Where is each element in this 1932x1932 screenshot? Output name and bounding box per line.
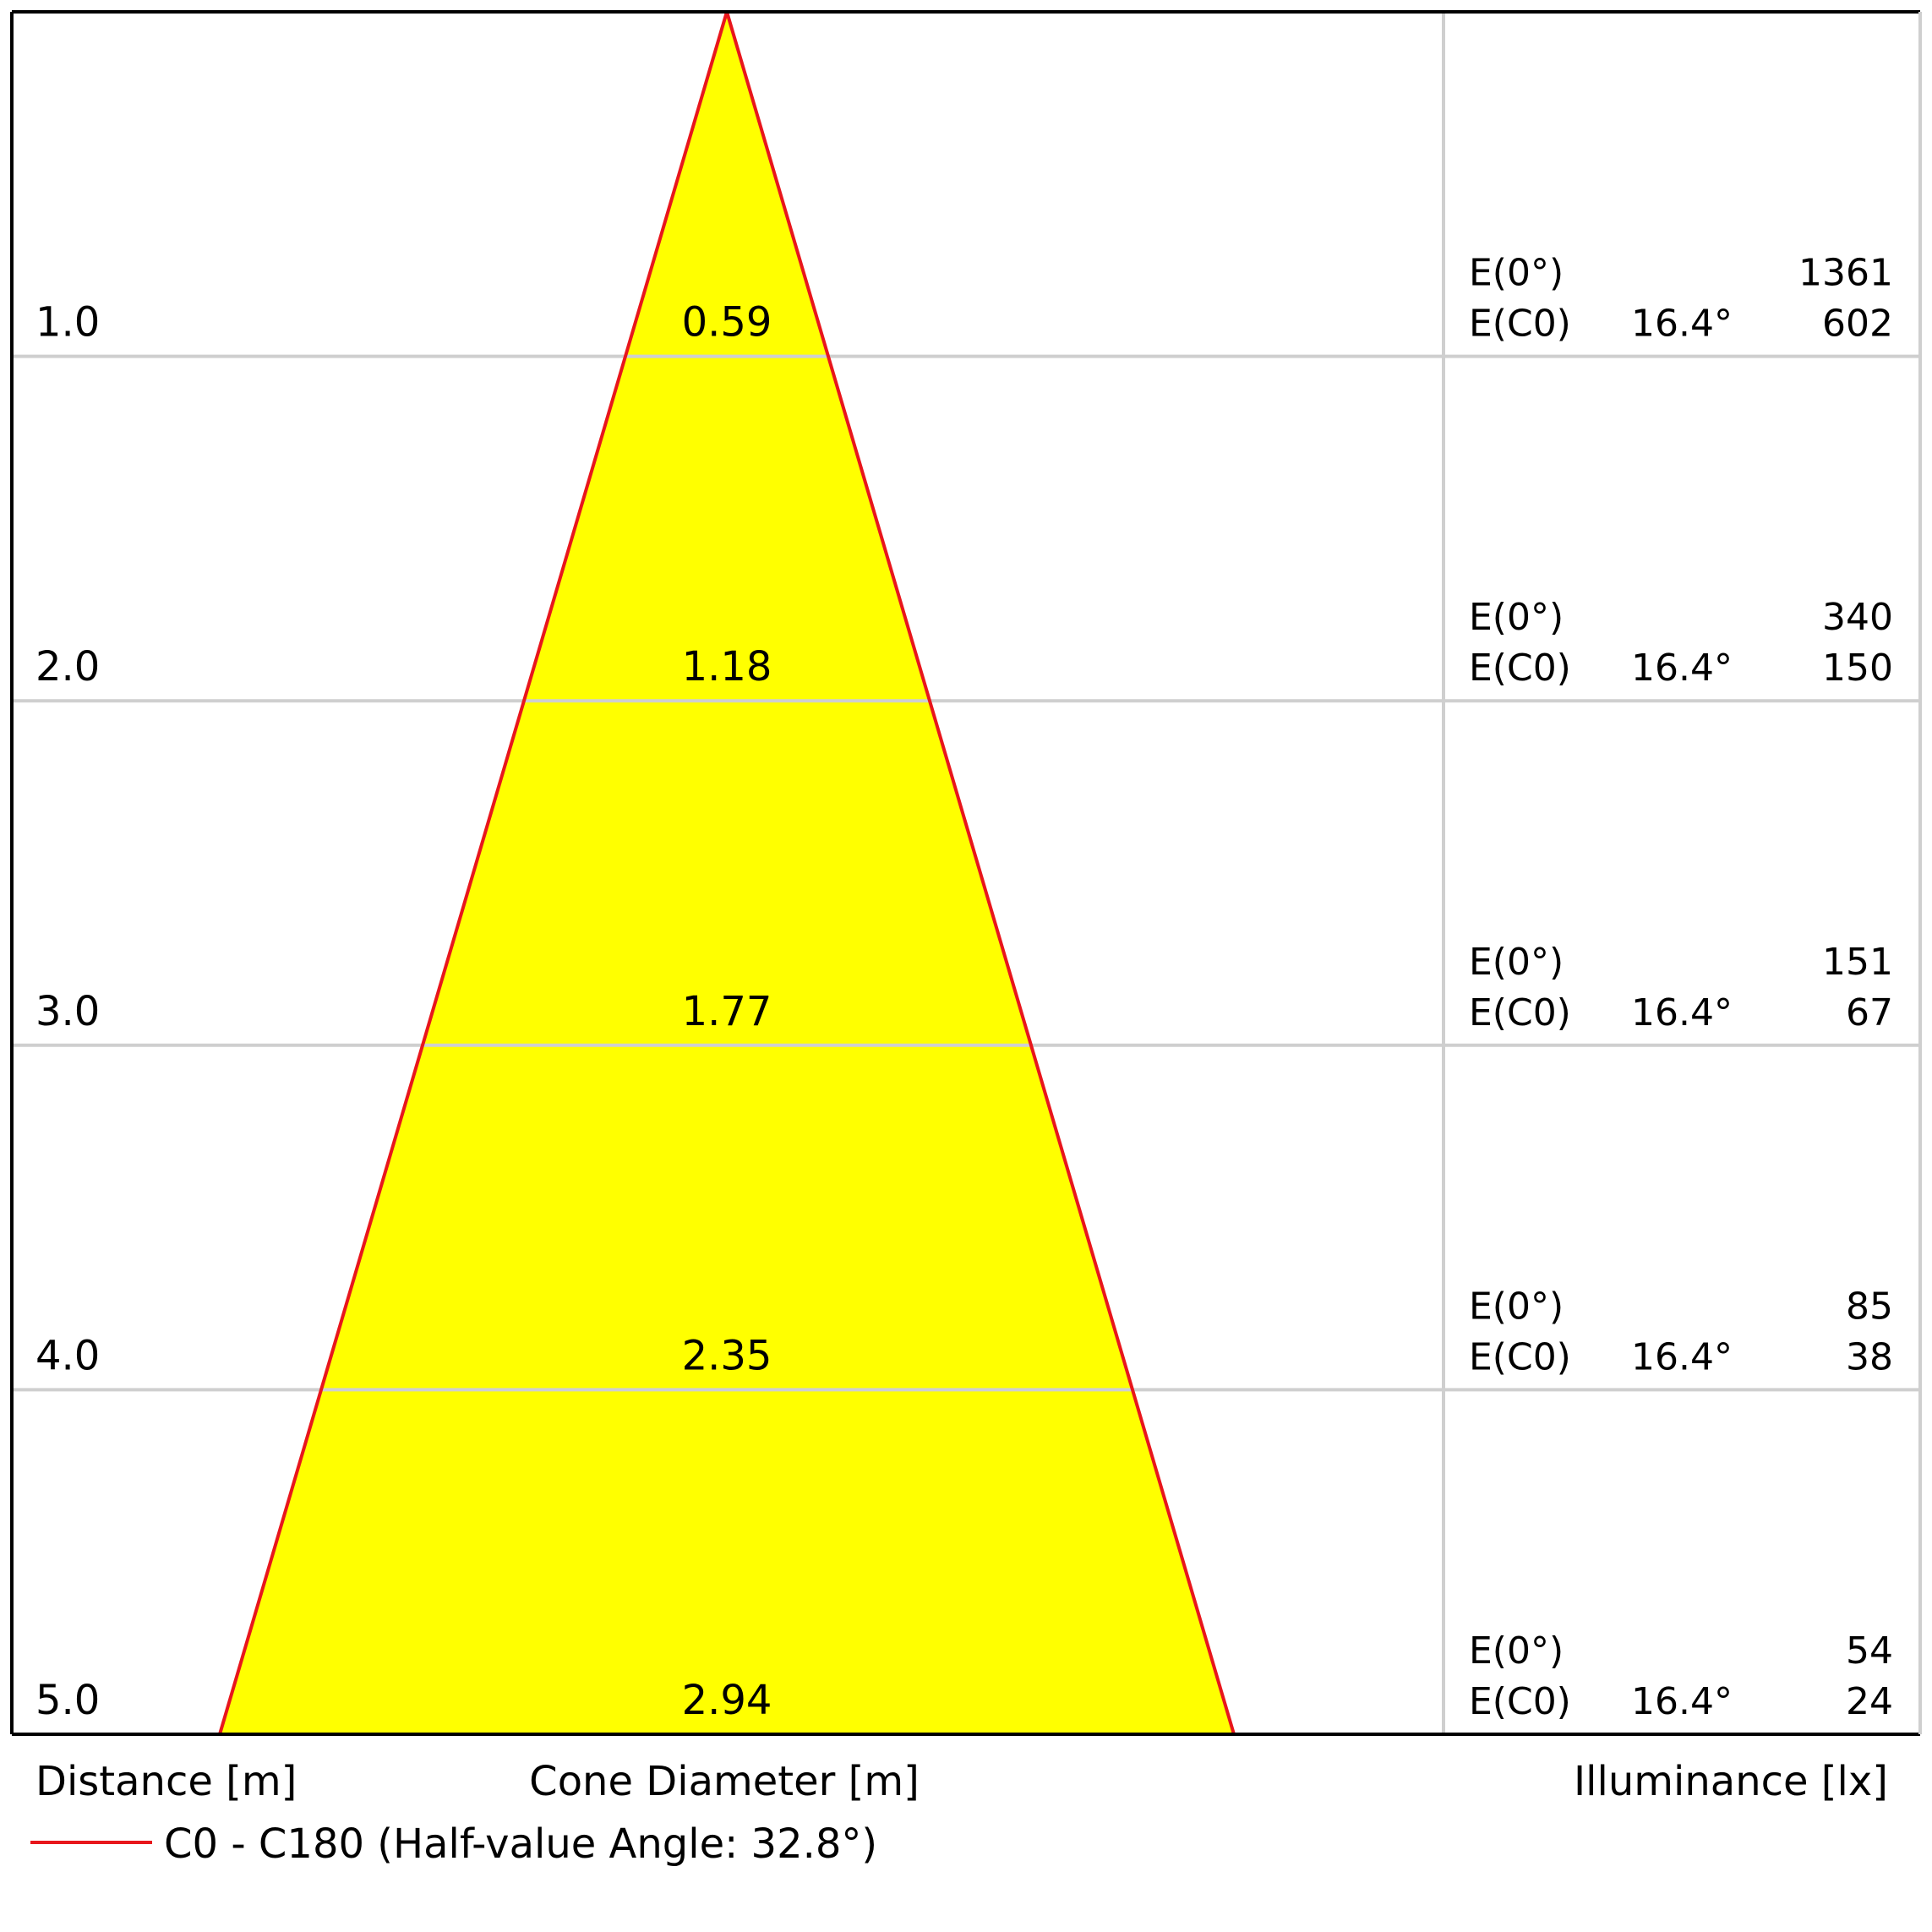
center-axis-label: Cone Diameter [m]: [529, 1758, 920, 1805]
e0-label: E(0°): [1469, 1629, 1564, 1673]
ec-value: 150: [1822, 647, 1893, 690]
ec-label: E(C0): [1469, 303, 1571, 346]
grid-layer: [12, 11, 1920, 1735]
e0-label: E(0°): [1469, 941, 1564, 984]
cone-diameter-label: 1.18: [682, 643, 772, 690]
ec-value: 67: [1846, 991, 1893, 1034]
distance-tick-label: 2.0: [35, 643, 100, 690]
ec-angle: 16.4°: [1631, 303, 1733, 346]
e0-value: 151: [1822, 941, 1893, 984]
distance-tick-label: 1.0: [35, 299, 100, 347]
distance-tick-label: 4.0: [35, 1332, 100, 1379]
legend-label: C0 - C180 (Half-value Angle: 32.8°): [164, 1820, 877, 1868]
ec-angle: 16.4°: [1631, 991, 1733, 1034]
e0-value: 54: [1846, 1629, 1893, 1673]
e0-value: 340: [1822, 596, 1893, 639]
rows-layer: 1.0 0.59 E(0°) 1361 E(C0) 16.4° 602 2.0 1.18 E(0°…: [35, 252, 1893, 1724]
cone-diameter-label: 1.77: [682, 988, 772, 1035]
ec-angle: 16.4°: [1631, 1680, 1733, 1723]
cone-edge-left: [218, 11, 729, 1735]
e0-value: 85: [1846, 1285, 1893, 1328]
ec-label: E(C0): [1469, 1680, 1571, 1723]
right-axis-label: Illuminance [lx]: [1574, 1758, 1888, 1805]
cone-diameter-label: 2.35: [682, 1332, 772, 1379]
cone-fill: [220, 12, 1234, 1734]
cone-diameter-label: 0.59: [682, 299, 772, 347]
x-axis-label: Distance [m]: [35, 1758, 297, 1805]
distance-tick-label: 5.0: [35, 1677, 100, 1724]
distance-tick-label: 3.0: [35, 988, 100, 1035]
e0-label: E(0°): [1469, 596, 1564, 639]
ec-value: 38: [1846, 1335, 1893, 1378]
ec-label: E(C0): [1469, 1335, 1571, 1378]
cone-edge-right: [725, 11, 1236, 1735]
e0-value: 1361: [1798, 252, 1893, 295]
ec-angle: 16.4°: [1631, 1335, 1733, 1378]
cone-layer: [220, 12, 1234, 1734]
ec-angle: 16.4°: [1631, 647, 1733, 690]
e0-label: E(0°): [1469, 1285, 1564, 1328]
cone-diameter-label: 2.94: [682, 1677, 772, 1724]
e0-label: E(0°): [1469, 252, 1564, 295]
ec-value: 602: [1822, 303, 1893, 346]
ec-label: E(C0): [1469, 647, 1571, 690]
frame-layer: [10, 10, 1922, 1736]
ec-label: E(C0): [1469, 991, 1571, 1034]
ec-value: 24: [1846, 1680, 1893, 1723]
